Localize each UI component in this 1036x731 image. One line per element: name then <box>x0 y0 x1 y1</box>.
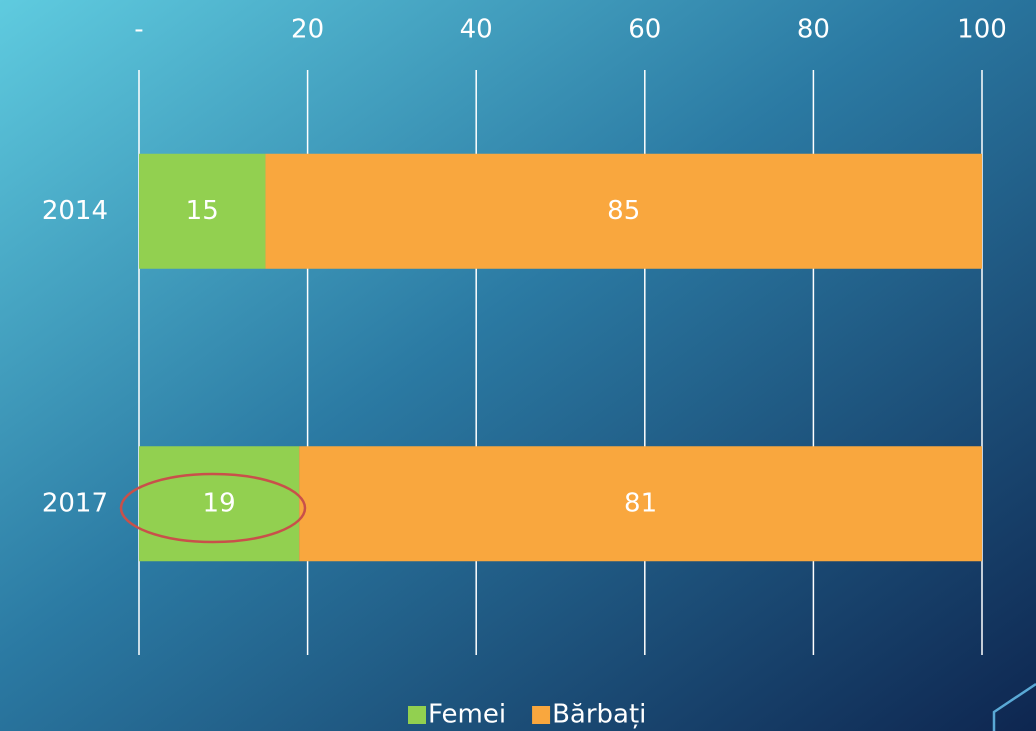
bar-segment <box>139 153 266 269</box>
x-tick-label: 20 <box>291 15 324 45</box>
x-tick-label: 80 <box>797 15 830 45</box>
corner-decoration <box>992 682 1036 731</box>
data-label: 15 <box>186 196 219 226</box>
y-tick-label: 2014 <box>42 196 108 226</box>
x-tick-label: - <box>134 15 143 45</box>
legend-swatch <box>532 706 551 724</box>
x-tick-label: 60 <box>628 15 661 45</box>
data-label: 85 <box>607 196 640 226</box>
data-label: 81 <box>624 488 657 518</box>
x-tick-label: 100 <box>957 15 1007 45</box>
highlight-ellipse <box>119 472 307 544</box>
y-tick-label: 2017 <box>42 488 108 518</box>
x-tick-label: 40 <box>460 15 493 45</box>
bar-segment <box>265 153 982 269</box>
legend-label: Femei <box>428 700 506 730</box>
legend-label: Bărbați <box>552 700 646 730</box>
bar-segment <box>299 446 982 562</box>
data-label: 19 <box>203 488 236 518</box>
legend-swatch <box>408 706 426 724</box>
